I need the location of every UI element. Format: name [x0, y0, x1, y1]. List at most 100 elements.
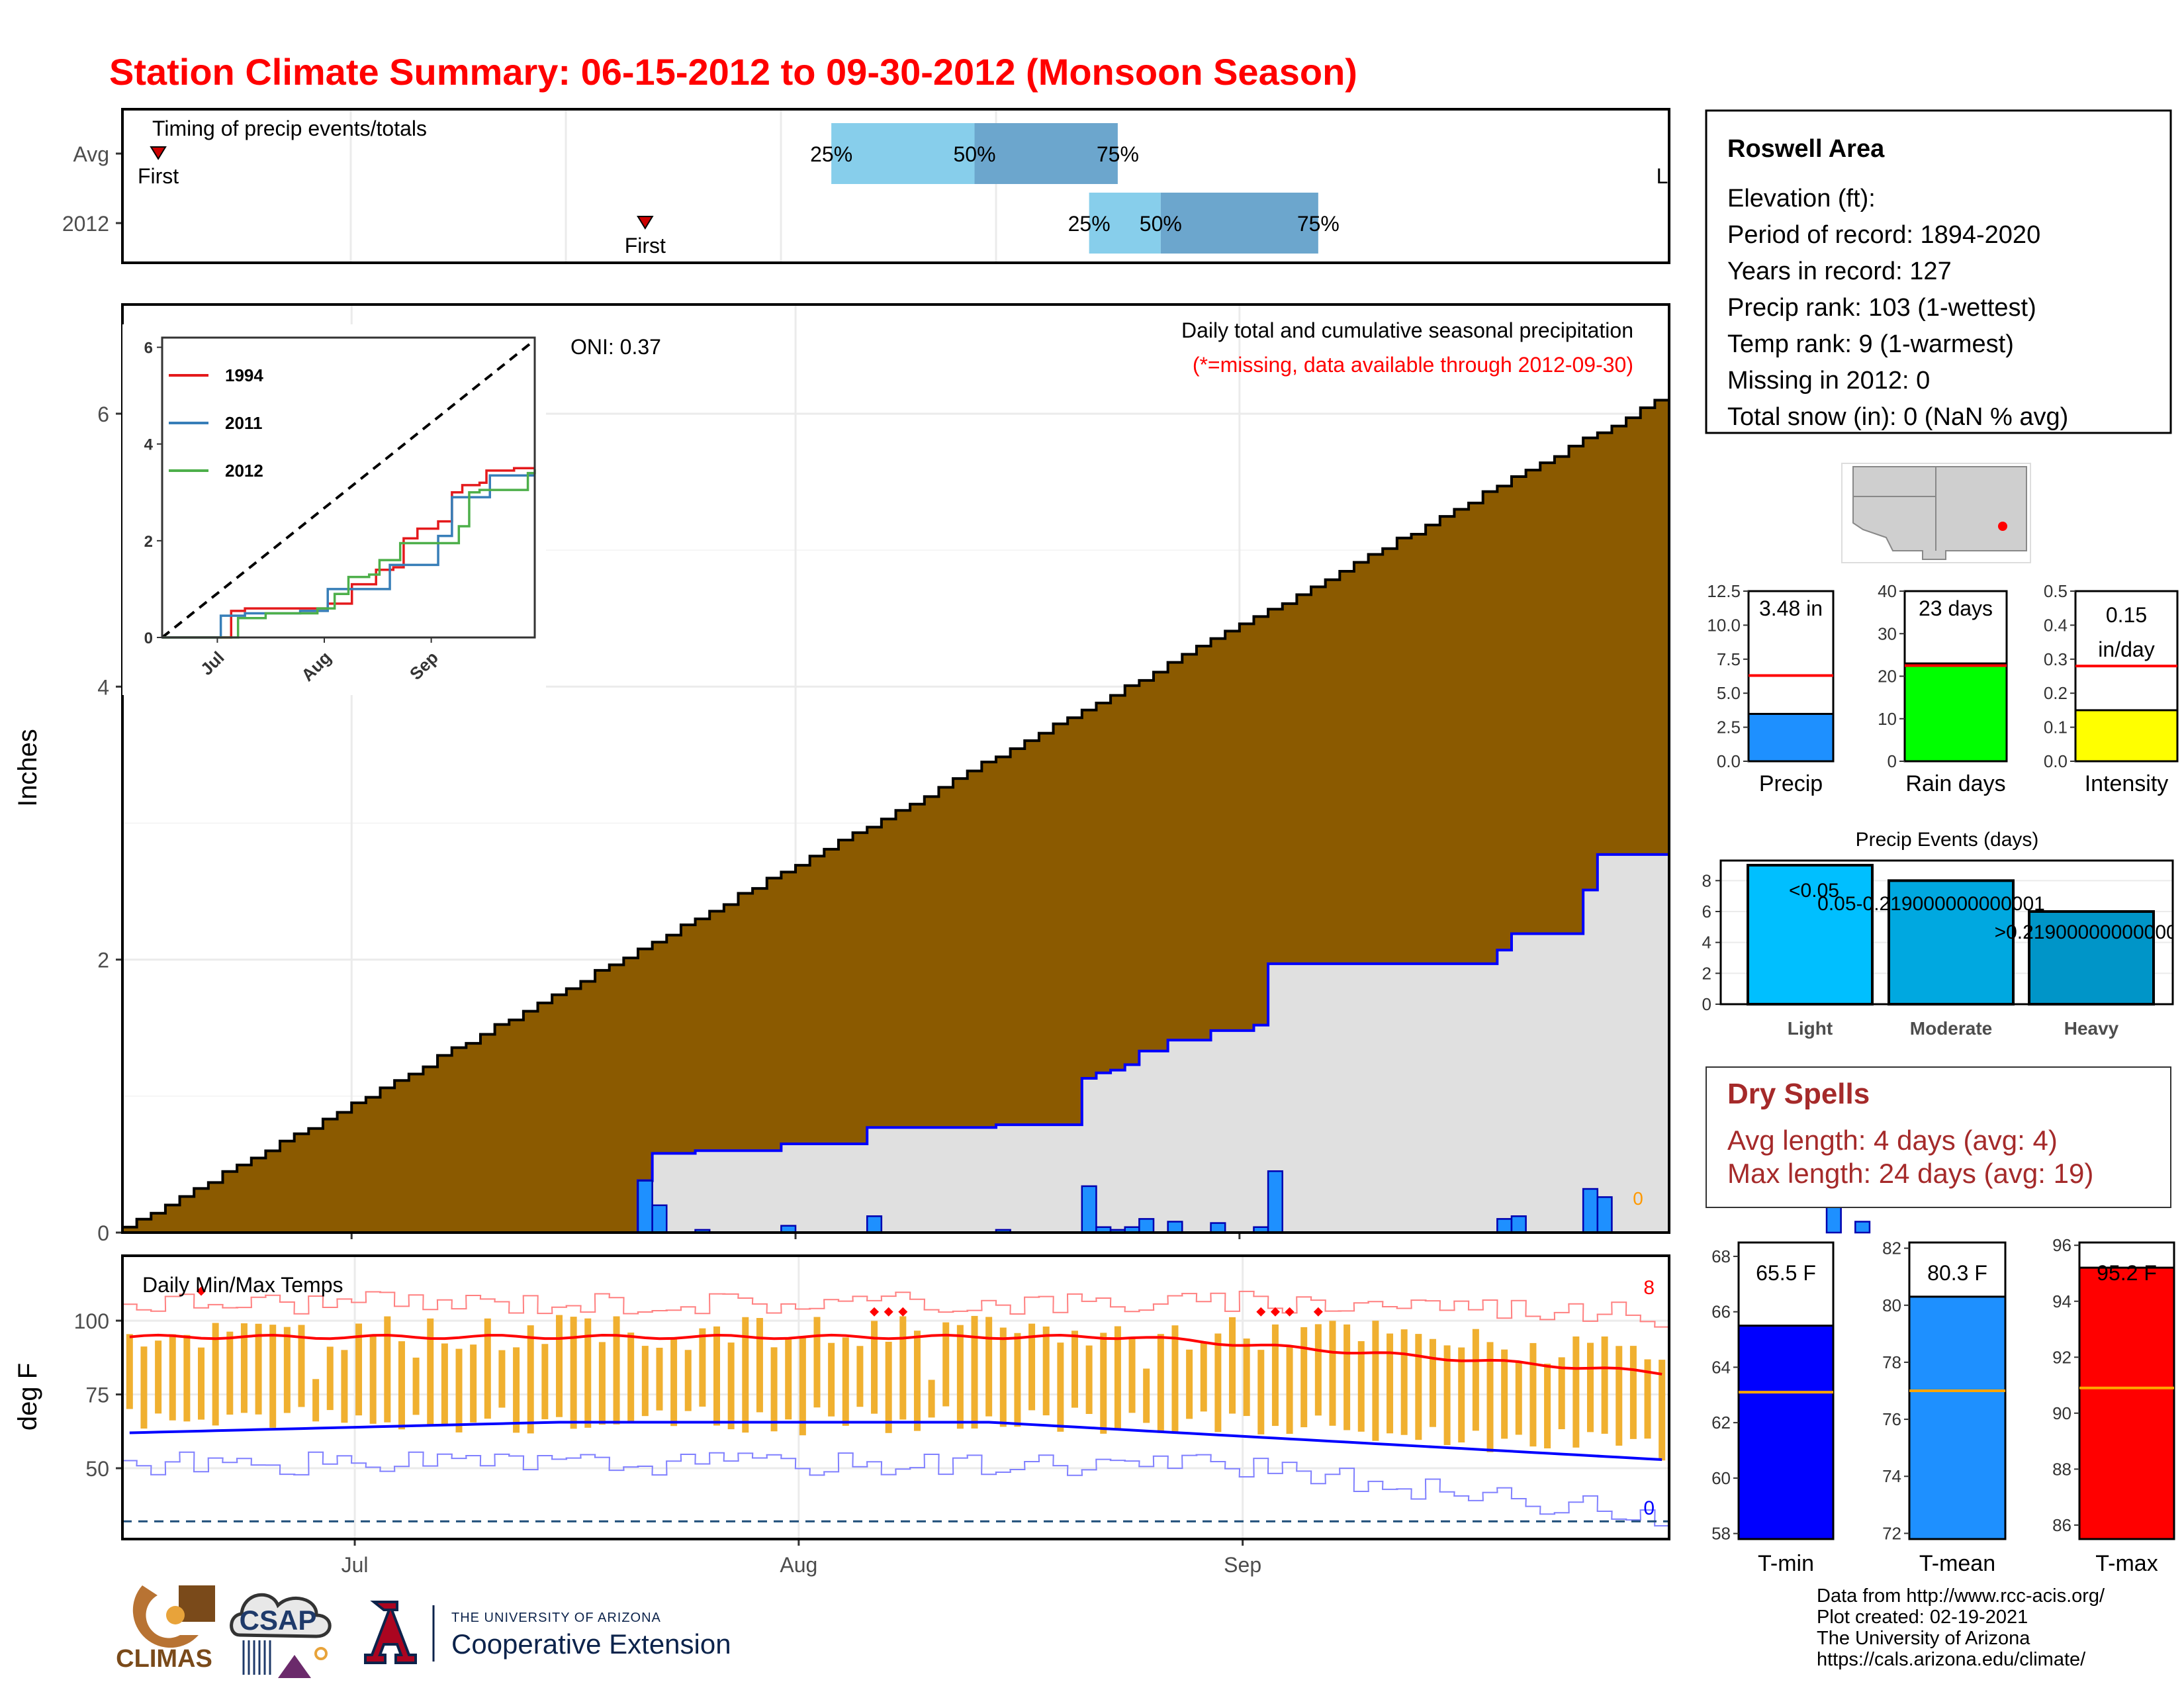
record-marker-3: [898, 1307, 908, 1317]
daily-temp-bar-23: [455, 1348, 463, 1432]
temp-frame: [121, 1254, 1670, 1540]
daily-temp-bar-20: [412, 1357, 420, 1415]
daily-temp-bar-61: [999, 1327, 1007, 1427]
daily-temp-bar-44: [756, 1318, 763, 1413]
daily-temp-bar-91: [1429, 1338, 1436, 1427]
temp-bar-t-mean: 72 74 76 78 80 82 80.3 F T-mean: [1882, 1239, 2007, 1576]
mini-tick: 7.5: [1717, 649, 1741, 669]
q50-label: 50%: [1140, 212, 1182, 236]
daily-temp-bar-53: [885, 1341, 892, 1433]
daily-temp-bar-98: [1529, 1342, 1537, 1447]
events-category-label: Moderate: [1910, 1018, 1992, 1039]
quartile-50-75-bar: [974, 123, 1118, 184]
daily-temp-bar-39: [684, 1350, 692, 1411]
daily-temp-bar-38: [670, 1339, 678, 1427]
daily-temp-bar-54: [899, 1316, 907, 1420]
daily-temp-bar-56: [928, 1380, 935, 1418]
temp-bar-tick: 90: [2052, 1403, 2071, 1423]
daily-temp-bar-73: [1171, 1325, 1179, 1432]
daily-temp-bar-8: [240, 1323, 248, 1413]
inset-y-tick: 6: [144, 340, 153, 357]
events-title: Precip Events (days): [1856, 829, 2039, 851]
daily-temp-bar-72: [1157, 1334, 1164, 1433]
precip-events-chart: Precip Events (days) Light Moderate Heavy <0…: [1702, 829, 2184, 1039]
events-y-tick: 4: [1702, 933, 1711, 953]
temp-bar-tick: 96: [2052, 1235, 2071, 1255]
info-line: Elevation (ft):: [1727, 185, 1876, 212]
first-marker: [150, 146, 167, 160]
ua-extension: Cooperative Extension: [451, 1628, 731, 1660]
daily-temp-bar-60: [985, 1317, 993, 1417]
daily-temp-bar-101: [1572, 1336, 1580, 1448]
daily-precip-bar-0: [637, 1180, 653, 1234]
daily-temp-bar-79: [1257, 1350, 1265, 1434]
daily-temp-bar-4: [183, 1335, 191, 1422]
legend-label: 2011: [225, 413, 262, 433]
daily-precip-bar-14: [1267, 1170, 1283, 1234]
climas-logo: CLIMAS: [116, 1585, 215, 1673]
climas-sun: [166, 1606, 185, 1624]
clip-mask: [2173, 857, 2184, 1008]
inset-frame: [161, 336, 536, 639]
daily-temp-bar-1: [140, 1346, 148, 1429]
csap-mountain: [278, 1655, 311, 1678]
daily-temp-bar-82: [1300, 1327, 1308, 1428]
daily-precip-bar-4: [866, 1215, 883, 1234]
daily-temp-bar-95: [1486, 1342, 1494, 1452]
daily-temp-bar-35: [627, 1333, 635, 1424]
mini-tick: 0.4: [2044, 615, 2068, 635]
daily-temp-bar-85: [1343, 1324, 1351, 1430]
mini-chart-intensity: 0.0 0.1 0.2 0.3 0.4 0.5 0.15 in/day Intensity: [2044, 581, 2179, 796]
daily-temp-bar-19: [398, 1341, 405, 1430]
info-line: Missing in 2012: 0: [1727, 367, 1930, 395]
daily-temp-bar-76: [1214, 1333, 1222, 1432]
temp-bar-tick: 80: [1882, 1295, 1901, 1315]
temp-title: Daily Min/Max Temps: [142, 1273, 343, 1297]
daily-temp-bar-24: [470, 1344, 477, 1423]
daily-temp-bar-75: [1200, 1342, 1207, 1412]
q50-label: 50%: [953, 142, 995, 166]
dry-spells-box: Dry Spells Avg length: 4 days (avg: 4)Max…: [1706, 1066, 2171, 1208]
daily-temp-bar-32: [584, 1318, 592, 1428]
temp-bar-label: T-min: [1758, 1551, 1814, 1576]
legend-label: 1994: [225, 365, 263, 385]
daily-temp-bar-83: [1314, 1324, 1322, 1416]
daily-temp-bar-102: [1586, 1342, 1594, 1432]
map-region: [1852, 466, 2027, 560]
daily-temp-bar-31: [570, 1317, 577, 1429]
mini-value-bar: [2074, 709, 2179, 763]
temp-bar-tick: 58: [1711, 1524, 1731, 1544]
csap-cloud: [230, 1593, 332, 1638]
precip-frame: [121, 303, 1670, 1234]
events-value-label: 0.05-0.219000000000001: [1817, 893, 2045, 915]
temp-y-label: deg F: [13, 1363, 42, 1430]
csap-logo: CSAP: [230, 1593, 332, 1678]
daily-temp-bar-74: [1186, 1349, 1193, 1419]
inset-avg-line: [161, 339, 536, 639]
temp-bar-tick: 88: [2052, 1459, 2071, 1479]
daily-temp-bar-66: [1071, 1331, 1078, 1408]
station-location-dot: [1998, 522, 2007, 531]
temp-bar-tick: 74: [1882, 1466, 1901, 1486]
mini-label: Intensity: [2085, 771, 2169, 796]
events-value-label: >0.219000000000001: [1995, 921, 2184, 943]
daily-temp-bar-88: [1387, 1333, 1394, 1434]
daily-temp-bar-37: [656, 1347, 663, 1411]
inset-series-2012: [162, 469, 536, 639]
info-line: Total snow (in): 0 (NaN % avg): [1727, 403, 2068, 431]
y-axis-label: Inches: [13, 729, 42, 807]
inset-y-tick: 2: [144, 533, 153, 551]
temp-bar-tick: 94: [2052, 1291, 2071, 1311]
footer-line: The University of Arizona: [1817, 1628, 2030, 1649]
temp-value-bar: [1908, 1295, 2007, 1540]
temp-x-tick: Sep: [1224, 1553, 1261, 1577]
csap-wordmark: CSAP: [240, 1605, 317, 1636]
daily-temp-bar-40: [699, 1328, 706, 1407]
footer: Data from http://www.rcc-acis.org/Plot c…: [116, 1585, 2105, 1678]
temp-panel: Daily Min/Max Temps 8 0 50 75 100 Jul Aug Sep deg…: [13, 1254, 1670, 1577]
daily-temp-bar-6: [212, 1323, 219, 1426]
daily-temp-bar-99: [1544, 1364, 1551, 1449]
daily-temp-bar-13: [312, 1379, 320, 1422]
